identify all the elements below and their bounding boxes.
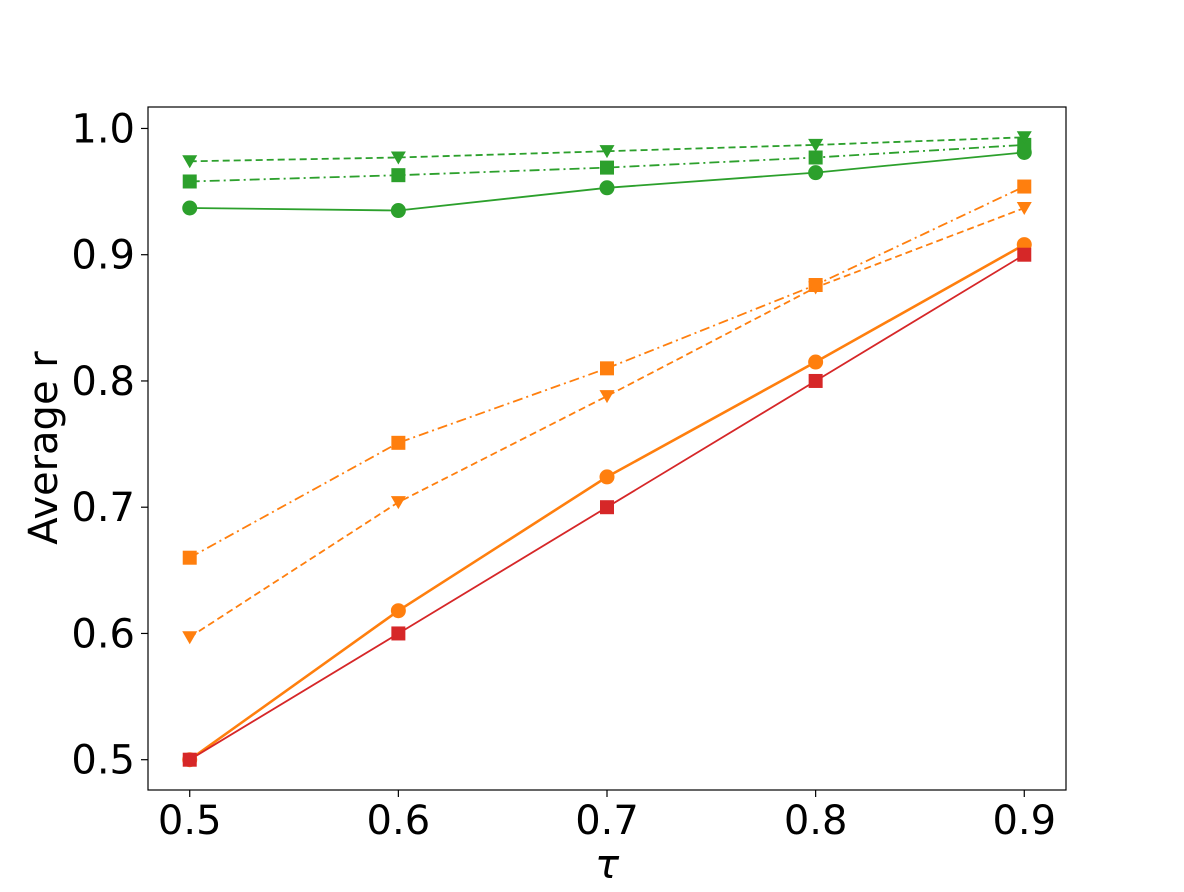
- x-tick-label: 0.8: [784, 798, 848, 844]
- data-point-circle: [390, 203, 406, 219]
- series-line: [189, 207, 1025, 638]
- series-layer: [182, 131, 1032, 768]
- data-point-square: [182, 550, 197, 565]
- data-point-triangle: [1016, 201, 1032, 215]
- data-point-square: [600, 160, 614, 175]
- y-tick-label: 1.0: [71, 106, 135, 152]
- data-point-triangle: [390, 151, 406, 165]
- data-point-circle: [182, 200, 198, 216]
- x-tick-label: 0.5: [158, 798, 222, 844]
- data-point-triangle: [599, 390, 615, 404]
- data-point-square: [1017, 179, 1032, 194]
- data-point-square: [182, 752, 197, 767]
- data-point-square: [182, 174, 197, 189]
- data-point-square: [1017, 247, 1032, 262]
- data-point-circle: [599, 469, 615, 485]
- y-tick-label: 0.5: [71, 738, 135, 784]
- data-point-square: [1017, 137, 1032, 152]
- data-point-circle: [390, 603, 406, 619]
- y-tick-label: 0.7: [71, 485, 135, 531]
- series-line: [189, 185, 1025, 559]
- data-point-square: [600, 500, 614, 515]
- x-tick-label: 0.9: [992, 798, 1056, 844]
- data-point-square: [600, 361, 614, 376]
- data-point-triangle: [808, 281, 824, 295]
- ticks-layer: 0.5 0.6 0.7 0.8 0.9 0.5 0.6 0.7 0.8 0.9 1.0: [71, 106, 1056, 844]
- data-point-square: [391, 626, 406, 641]
- y-tick-label: 0.8: [71, 359, 135, 405]
- data-point-circle: [599, 180, 615, 196]
- data-point-square: [808, 373, 823, 388]
- data-point-circle: [808, 354, 824, 370]
- series-6: [182, 201, 1032, 645]
- data-point-square: [808, 150, 823, 165]
- x-axis-label: τ: [595, 842, 620, 888]
- y-axis-label: Average r: [21, 351, 67, 545]
- data-point-square: [391, 168, 406, 183]
- data-point-triangle: [182, 155, 198, 169]
- data-point-triangle: [599, 145, 615, 159]
- series-7: [182, 247, 1032, 767]
- data-point-square: [391, 435, 406, 450]
- data-point-triangle: [182, 631, 198, 645]
- series-3: [182, 131, 1032, 169]
- data-point-triangle: [808, 138, 824, 152]
- data-point-triangle: [390, 496, 406, 510]
- x-tick-label: 0.6: [367, 798, 431, 844]
- data-point-circle: [808, 165, 824, 181]
- x-tick-label: 0.7: [575, 798, 639, 844]
- y-tick-label: 0.6: [71, 611, 135, 657]
- y-tick-label: 0.9: [71, 233, 135, 279]
- series-line: [189, 136, 1025, 163]
- data-point-triangle: [1016, 131, 1032, 145]
- series-2: [182, 137, 1032, 189]
